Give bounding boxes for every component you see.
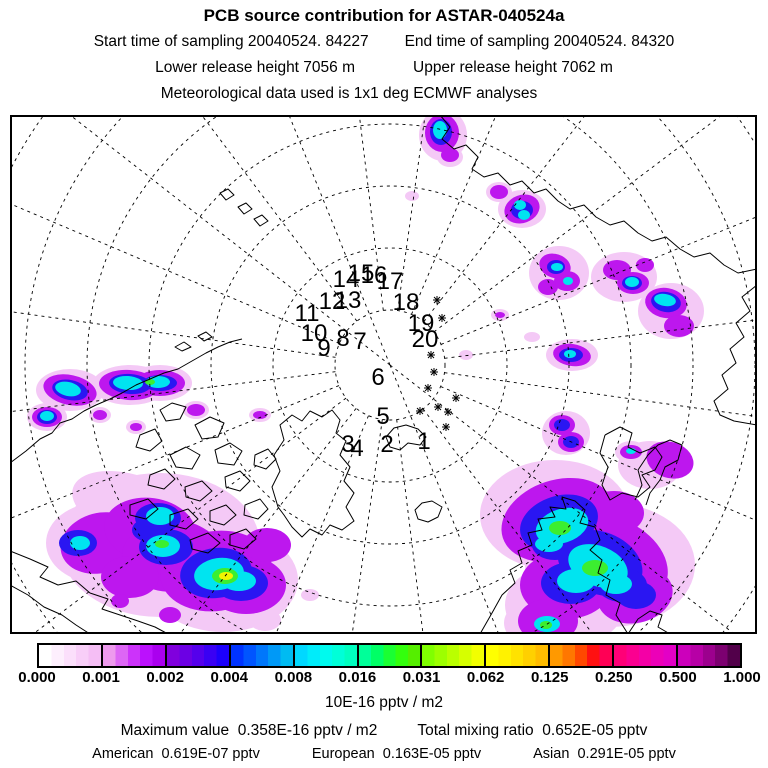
colorbar-label-0.062: 0.062 (466, 669, 505, 686)
end-time-text: End time of sampling 20040524. 84320 (404, 33, 675, 50)
colorbar-label-0.031: 0.031 (402, 669, 441, 686)
waypoint-number-1: 1 (417, 428, 430, 455)
colorbar-segment-1 (102, 645, 167, 666)
meridian-line (10, 311, 336, 358)
colorbar-segment-5 (358, 645, 423, 666)
latitude-circle (334, 309, 446, 421)
plume-layer-yellow (219, 572, 233, 580)
waypoint-number-8: 8 (336, 325, 349, 352)
waypoint-number-7: 7 (353, 328, 366, 355)
plume-layer-green (145, 379, 608, 629)
colorbar-label-0.001: 0.001 (82, 669, 120, 686)
latitude-circle (148, 123, 632, 607)
colorbar-label-1.000: 1.000 (723, 669, 761, 686)
source-contributions: American 0.619E-07 pptv European 0.163E-… (0, 746, 768, 762)
colorbar-tick-labels: 0.000 0.001 0.002 0.004 0.008 0.016 0.031 0.062… (18, 669, 761, 687)
waypoint-number-18: 18 (393, 289, 420, 316)
page-title: PCB source contribution for ASTAR-040524… (203, 6, 565, 25)
upper-release-text: Upper release height 7062 m (413, 59, 613, 76)
colorbar (37, 643, 742, 668)
coastlines (10, 115, 757, 634)
track-mark (427, 351, 435, 359)
latitude-circle (210, 185, 570, 545)
waypoint-number-16: 16 (361, 262, 388, 289)
meridian-line (423, 115, 586, 322)
sampling-times: Start time of sampling 20040524. 84227 E… (0, 33, 768, 51)
total-mixing-ratio-stat: Total mixing ratio 0.652E-05 pptv (417, 722, 648, 739)
waypoint-number-19: 19 (408, 310, 435, 337)
colorbar-segment-9 (614, 645, 679, 666)
waypoint-number-15: 15 (348, 260, 375, 287)
track-mark (434, 403, 442, 411)
waypoint-number-4: 4 (350, 435, 363, 462)
plume-contours (27, 115, 704, 634)
american-stat: American 0.619E-07 pptv (92, 746, 260, 762)
track-mark (424, 384, 432, 392)
track-mark (452, 394, 460, 402)
meridian-line (69, 115, 391, 366)
meridian-line (440, 216, 757, 345)
asian-stat: Asian 0.291E-05 pptv (533, 746, 676, 762)
meridian-line (288, 115, 391, 366)
meridian-line (201, 115, 358, 322)
colorbar-segment-8 (550, 645, 615, 666)
track-mark (438, 314, 446, 322)
track-mark (442, 423, 450, 431)
track-mark (433, 296, 441, 304)
map-frame (10, 115, 757, 634)
colorbar-segment-3 (230, 645, 295, 666)
waypoint-number-10: 10 (301, 320, 328, 347)
colorbar-segment-4 (294, 645, 359, 666)
colorbar-segment-6 (422, 645, 487, 666)
track-mark (416, 407, 424, 415)
meridian-line (10, 203, 340, 344)
waypoint-number-13: 13 (335, 287, 362, 314)
colorbar-label-0.500: 0.500 (659, 669, 697, 686)
colorbar-label-0.250: 0.250 (595, 669, 633, 686)
waypoint-number-11: 11 (295, 300, 320, 327)
flight-track-marks (416, 296, 460, 431)
polar-map: 1 2 3 4 5 6 7 8 9 10 11 12 13 14 15 16 17 18 19 20 (10, 115, 757, 634)
colorbar-segment-0 (39, 645, 103, 666)
colorbar-label-0.008: 0.008 (274, 669, 313, 686)
colorbar-label-0.125: 0.125 (530, 669, 569, 686)
met-data-text: Meteorological data used is 1x1 deg ECMW… (160, 85, 538, 102)
release-heights: Lower release height 7056 m Upper releas… (0, 59, 768, 77)
waypoint-number-17: 17 (377, 268, 404, 295)
colorbar-segment-7 (486, 645, 551, 666)
colorbar-label-0.002: 0.002 (146, 669, 184, 686)
colorbar-label-0.016: 0.016 (338, 669, 377, 686)
waypoint-number-12: 12 (319, 288, 346, 315)
european-stat: European 0.163E-05 pptv (311, 746, 482, 762)
waypoint-number-5: 5 (376, 403, 389, 430)
meridian-line (433, 115, 723, 333)
colorbar-label-0.004: 0.004 (210, 669, 249, 686)
meridian-line (389, 364, 500, 634)
waypoint-number-2: 2 (380, 431, 393, 458)
lower-release-text: Lower release height 7056 m (155, 59, 355, 76)
colorbar-label-0.000: 0.000 (18, 669, 56, 686)
meridian-line (444, 372, 757, 418)
waypoint-number-14: 14 (333, 266, 360, 293)
waypoint-number-9: 9 (317, 335, 330, 362)
latitude-circle (86, 115, 694, 634)
colorbar-segment-2 (166, 645, 231, 666)
colorbar-segment-10 (678, 645, 740, 666)
waypoint-number-6: 6 (371, 364, 384, 391)
start-time-text: Start time of sampling 20040524. 84227 (93, 33, 369, 50)
waypoint-number-3: 3 (341, 431, 354, 458)
colorbar-units: 10E-16 pptv / m2 (324, 694, 444, 711)
meridian-line (444, 319, 757, 359)
track-mark (430, 368, 438, 376)
latitude-circle (272, 247, 508, 483)
track-mark (444, 408, 452, 416)
maximum-value-stat: Maximum value 0.358E-16 pptv / m2 (120, 722, 378, 739)
waypoint-number-20: 20 (412, 326, 439, 353)
summary-stats: Maximum value 0.358E-16 pptv / m2 Total … (0, 722, 768, 740)
meridian-line (389, 364, 736, 634)
